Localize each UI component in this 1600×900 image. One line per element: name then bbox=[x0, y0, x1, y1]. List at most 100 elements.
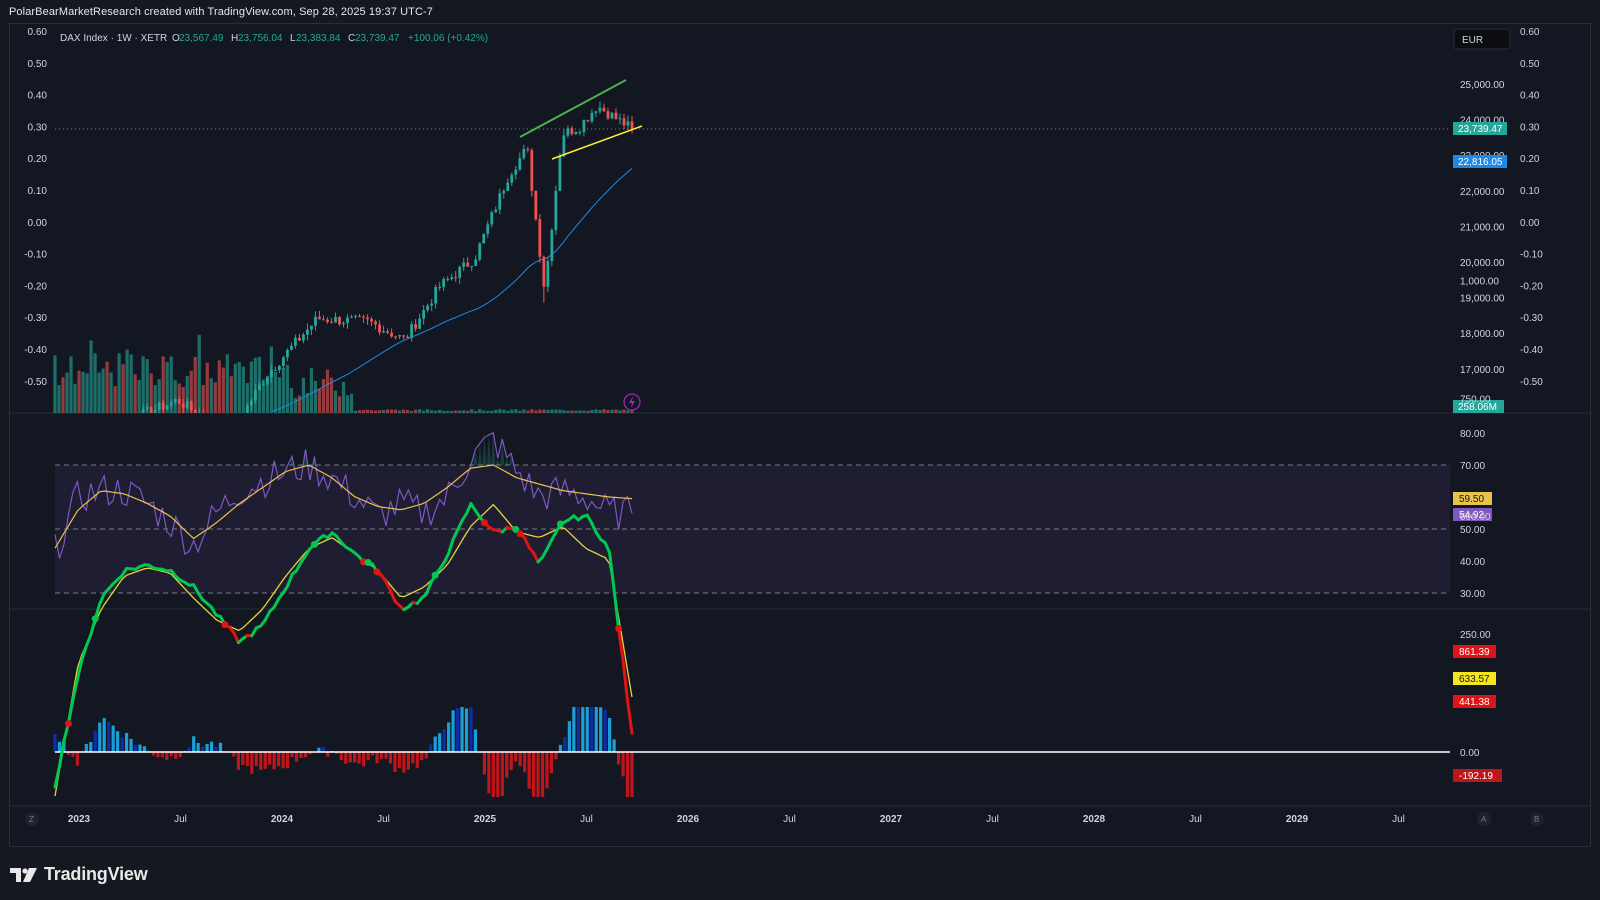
lower-trendline[interactable] bbox=[551, 125, 643, 160]
volume-bar bbox=[137, 379, 141, 413]
histogram-bar-negative bbox=[509, 752, 513, 771]
price-axis-tick: 20,000.00 bbox=[1460, 258, 1505, 269]
log-scale-button[interactable]: B bbox=[1530, 812, 1544, 826]
volume-bar bbox=[494, 409, 498, 413]
histogram-bar-negative bbox=[402, 752, 406, 773]
candle-body bbox=[546, 260, 550, 287]
histogram-bar-negative bbox=[379, 752, 384, 759]
upper-trendline[interactable] bbox=[519, 79, 627, 138]
close-value: 23,739.47 bbox=[355, 33, 400, 44]
candle-body bbox=[518, 158, 522, 170]
volume-bar bbox=[562, 410, 566, 413]
candlesticks bbox=[141, 101, 634, 413]
volume-bar bbox=[410, 410, 414, 413]
svg-text:A: A bbox=[1481, 815, 1487, 824]
volume-bar bbox=[105, 361, 109, 413]
volume-bar bbox=[385, 409, 390, 413]
currency-label: EUR bbox=[1462, 35, 1483, 46]
currency-button[interactable]: EUR bbox=[1453, 28, 1511, 50]
candle-body bbox=[422, 310, 426, 319]
volume-bar bbox=[329, 377, 334, 413]
histogram-bar-positive bbox=[116, 731, 120, 752]
price-axis-tick: 25,000.00 bbox=[1460, 80, 1505, 91]
price-axis-tick: 18,000.00 bbox=[1460, 329, 1505, 340]
volume-bar bbox=[381, 410, 386, 413]
candle-body bbox=[474, 259, 478, 266]
chart-canvas[interactable]: 0.60 0.50 0.40 0.30 0.20 0.10 0.00 -0.10 -0.20 -0… bbox=[10, 24, 1590, 877]
tradingview-brand[interactable]: TradingView bbox=[10, 864, 148, 885]
candle-body bbox=[506, 182, 510, 191]
left-axis-tick: 0.40 bbox=[28, 91, 48, 102]
histogram-bar-negative bbox=[554, 752, 558, 760]
macd-segment bbox=[541, 547, 549, 559]
right-axis-tick: 0.30 bbox=[1520, 122, 1540, 133]
chart-frame: 0.60 0.50 0.40 0.30 0.20 0.10 0.00 -0.10 -0.20 -0… bbox=[9, 23, 1591, 877]
candle-body bbox=[334, 317, 337, 323]
histogram-bar-positive bbox=[89, 742, 93, 752]
svg-text:22,816.05: 22,816.05 bbox=[1458, 157, 1503, 168]
volume-bar bbox=[169, 356, 173, 413]
candle-body bbox=[482, 233, 486, 244]
auto-scale-button[interactable]: A bbox=[1477, 812, 1491, 826]
volume-bar bbox=[373, 410, 378, 413]
volume-bar bbox=[81, 371, 85, 413]
histogram-bar-positive bbox=[218, 742, 223, 752]
histogram-bar-positive bbox=[599, 707, 603, 752]
volume-bar bbox=[406, 410, 410, 413]
histogram-bar-positive bbox=[192, 736, 196, 752]
candle-body bbox=[574, 132, 578, 135]
macd-cross-dot bbox=[64, 720, 72, 728]
candle-body bbox=[570, 128, 574, 135]
macd-segment bbox=[532, 551, 540, 564]
candle-body bbox=[145, 407, 149, 410]
time-axis-label: 2028 bbox=[1083, 814, 1106, 825]
volume-bar bbox=[93, 353, 97, 413]
volume-bar bbox=[333, 390, 338, 413]
lightning-icon[interactable] bbox=[623, 393, 641, 411]
histogram-bar-negative bbox=[487, 752, 491, 794]
histogram-bar-negative bbox=[518, 752, 522, 767]
volume-bar bbox=[229, 376, 233, 413]
histogram-bar-negative bbox=[420, 752, 424, 761]
rsi-axis-tick: 80.00 bbox=[1460, 429, 1485, 440]
histogram-bar-negative bbox=[482, 752, 486, 775]
volume-bar bbox=[626, 410, 630, 413]
candle-body bbox=[542, 256, 546, 287]
zoom-z-button[interactable]: Z bbox=[25, 812, 39, 826]
volume-bar bbox=[610, 409, 614, 413]
volume-bar bbox=[125, 349, 129, 413]
time-axis-label: 2025 bbox=[474, 814, 497, 825]
histogram-bar-negative bbox=[268, 752, 272, 765]
left-axis-tick: -0.50 bbox=[24, 377, 47, 388]
svg-text:59.50: 59.50 bbox=[1459, 494, 1484, 505]
macd-segment bbox=[603, 541, 612, 555]
volume-bar bbox=[129, 354, 133, 413]
ohlc-legend: DAX Index · 1W · XETR O 23,567.49 H 23,7… bbox=[60, 33, 488, 44]
histogram-bar-positive bbox=[594, 707, 598, 752]
candle-body bbox=[510, 174, 514, 183]
volume-bar bbox=[237, 361, 241, 413]
volume-bar bbox=[418, 409, 422, 413]
volume-bar bbox=[594, 409, 598, 413]
histogram-bar-positive bbox=[464, 708, 469, 752]
svg-text:861.39: 861.39 bbox=[1459, 647, 1490, 658]
candle-body bbox=[358, 315, 361, 317]
histogram-bar-positive bbox=[429, 744, 433, 752]
volume-bar bbox=[438, 409, 442, 413]
volume-bar bbox=[446, 410, 450, 413]
histogram-bar-negative bbox=[151, 752, 156, 756]
volume-bar bbox=[522, 409, 526, 413]
left-axis-tick: 0.10 bbox=[28, 186, 48, 197]
histogram-bar-positive bbox=[581, 707, 585, 752]
volume-bar bbox=[546, 409, 550, 413]
volume-bar bbox=[538, 409, 542, 413]
time-axis-label: 2029 bbox=[1286, 814, 1309, 825]
volume-bar bbox=[530, 409, 534, 413]
macd-axis-tick: 1,000.00 bbox=[1460, 276, 1499, 287]
volume-bar bbox=[614, 409, 618, 413]
candle-body bbox=[294, 337, 297, 346]
volume-bar bbox=[109, 372, 113, 413]
time-axis-label: 2023 bbox=[68, 814, 91, 825]
candle-body bbox=[494, 209, 498, 213]
histogram-bar-negative bbox=[277, 752, 281, 767]
